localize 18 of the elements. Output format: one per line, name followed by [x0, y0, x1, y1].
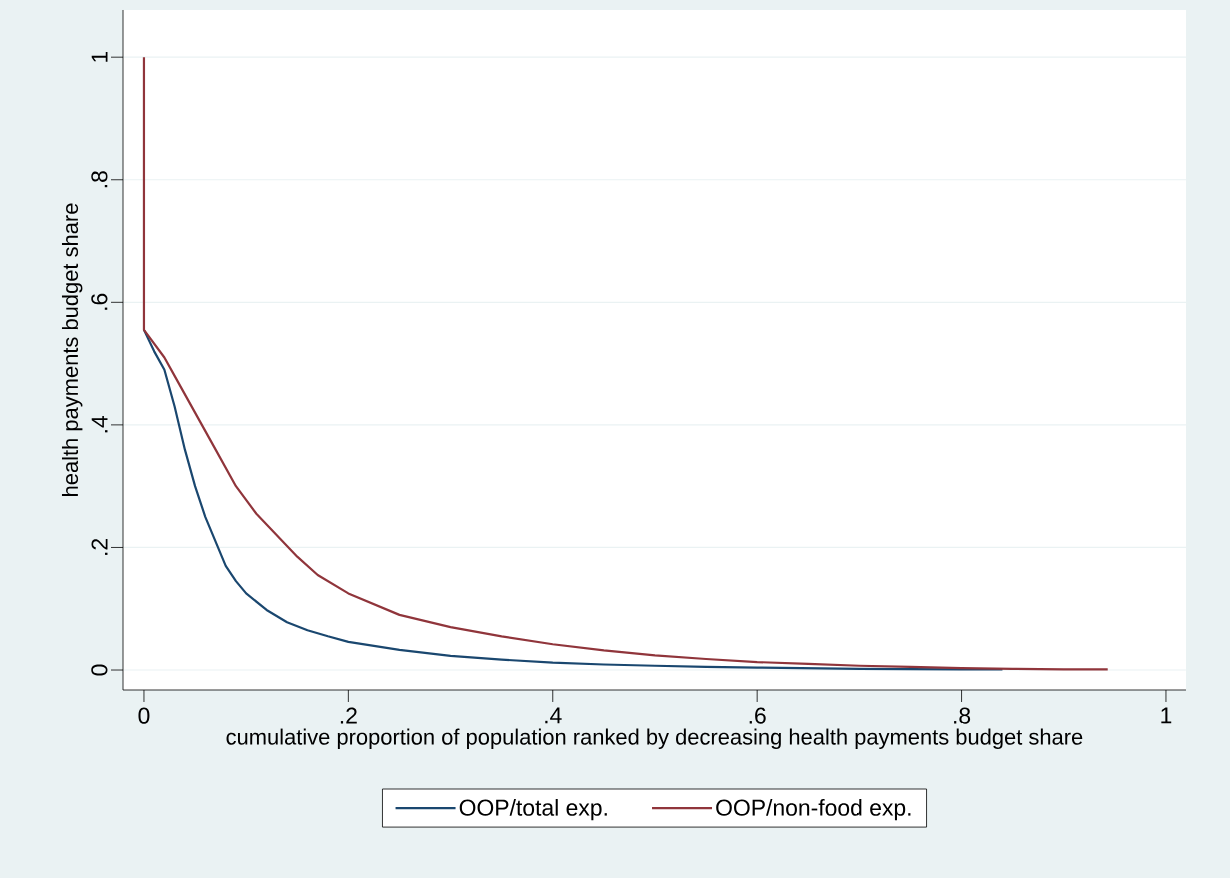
- y-tick-label: .8: [91, 171, 108, 188]
- y-tick-label: .6: [91, 293, 108, 310]
- x-tick-label: .6: [749, 707, 766, 724]
- y-tick-label: .2: [91, 539, 108, 555]
- y-axis-title: health payments budget share: [61, 203, 83, 496]
- x-tick-label: .4: [545, 707, 562, 724]
- x-tick-label: 1: [1161, 707, 1172, 724]
- y-tick-label: .4: [91, 415, 108, 433]
- x-tick-label: 0: [138, 707, 150, 724]
- legend-label: OOP/non-food exp.: [716, 798, 911, 821]
- legend-label: OOP/total exp.: [459, 798, 607, 821]
- x-tick-label: .8: [954, 707, 971, 724]
- y-tick-label: 1: [91, 51, 108, 62]
- line-series: [142, 56, 1109, 671]
- y-tick-label: 0: [91, 664, 108, 676]
- x-axis-title: cumulative proportion of population ranked by decreasing health payments budget share: [226, 728, 1083, 750]
- x-tick-label: .2: [340, 707, 357, 724]
- line-series: [142, 328, 1004, 671]
